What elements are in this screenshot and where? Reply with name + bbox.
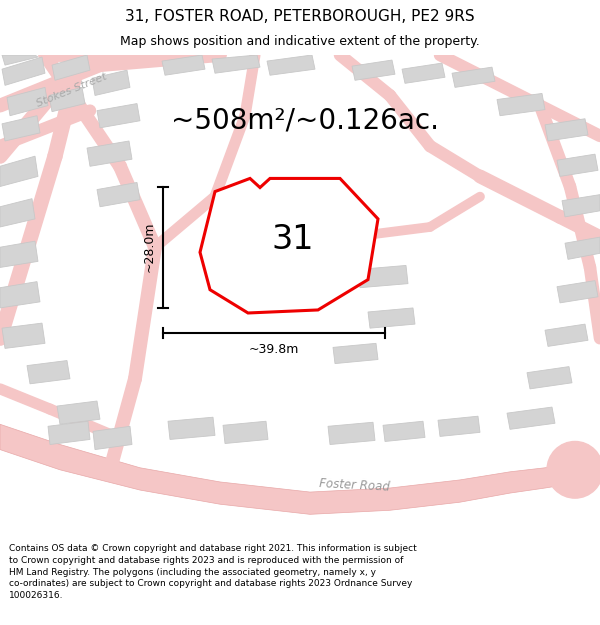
Polygon shape [328, 422, 375, 444]
Polygon shape [545, 324, 588, 346]
Polygon shape [383, 421, 425, 441]
Polygon shape [57, 401, 100, 424]
Polygon shape [352, 60, 395, 80]
Polygon shape [97, 104, 140, 128]
Polygon shape [557, 154, 598, 176]
Polygon shape [52, 55, 90, 80]
Text: ~28.0m: ~28.0m [143, 222, 155, 272]
Polygon shape [565, 237, 600, 259]
Polygon shape [0, 424, 600, 514]
Polygon shape [48, 421, 90, 444]
Polygon shape [545, 119, 588, 141]
Polygon shape [0, 156, 38, 186]
Polygon shape [212, 55, 260, 73]
Text: 31, FOSTER ROAD, PETERBOROUGH, PE2 9RS: 31, FOSTER ROAD, PETERBOROUGH, PE2 9RS [125, 9, 475, 24]
Polygon shape [368, 308, 415, 328]
Circle shape [547, 441, 600, 498]
Polygon shape [168, 418, 215, 439]
Polygon shape [0, 199, 35, 227]
Polygon shape [2, 116, 40, 141]
Polygon shape [267, 55, 315, 75]
Polygon shape [0, 241, 38, 268]
Polygon shape [223, 421, 268, 444]
Polygon shape [7, 88, 48, 116]
Text: Stokes Street: Stokes Street [35, 72, 109, 109]
Text: ~39.8m: ~39.8m [249, 343, 299, 356]
Polygon shape [27, 361, 70, 384]
Text: Foster Road: Foster Road [319, 477, 391, 493]
Polygon shape [527, 367, 572, 389]
Polygon shape [49, 88, 85, 112]
Polygon shape [87, 141, 132, 166]
Polygon shape [2, 323, 45, 348]
Polygon shape [452, 67, 495, 88]
Polygon shape [402, 63, 445, 83]
Polygon shape [162, 55, 205, 75]
Text: Map shows position and indicative extent of the property.: Map shows position and indicative extent… [120, 35, 480, 48]
Polygon shape [200, 178, 378, 313]
Text: Contains OS data © Crown copyright and database right 2021. This information is : Contains OS data © Crown copyright and d… [9, 544, 417, 600]
Polygon shape [93, 426, 132, 449]
Polygon shape [2, 57, 45, 86]
Polygon shape [97, 182, 140, 207]
Polygon shape [2, 55, 38, 65]
Polygon shape [562, 194, 600, 217]
Polygon shape [333, 343, 378, 364]
Polygon shape [0, 282, 40, 308]
Polygon shape [438, 416, 480, 436]
Polygon shape [557, 281, 598, 303]
Polygon shape [92, 70, 130, 96]
Text: 31: 31 [272, 223, 314, 256]
Polygon shape [497, 94, 545, 116]
Text: ~508m²/~0.126ac.: ~508m²/~0.126ac. [171, 107, 439, 135]
Polygon shape [507, 407, 555, 429]
Polygon shape [358, 266, 408, 288]
